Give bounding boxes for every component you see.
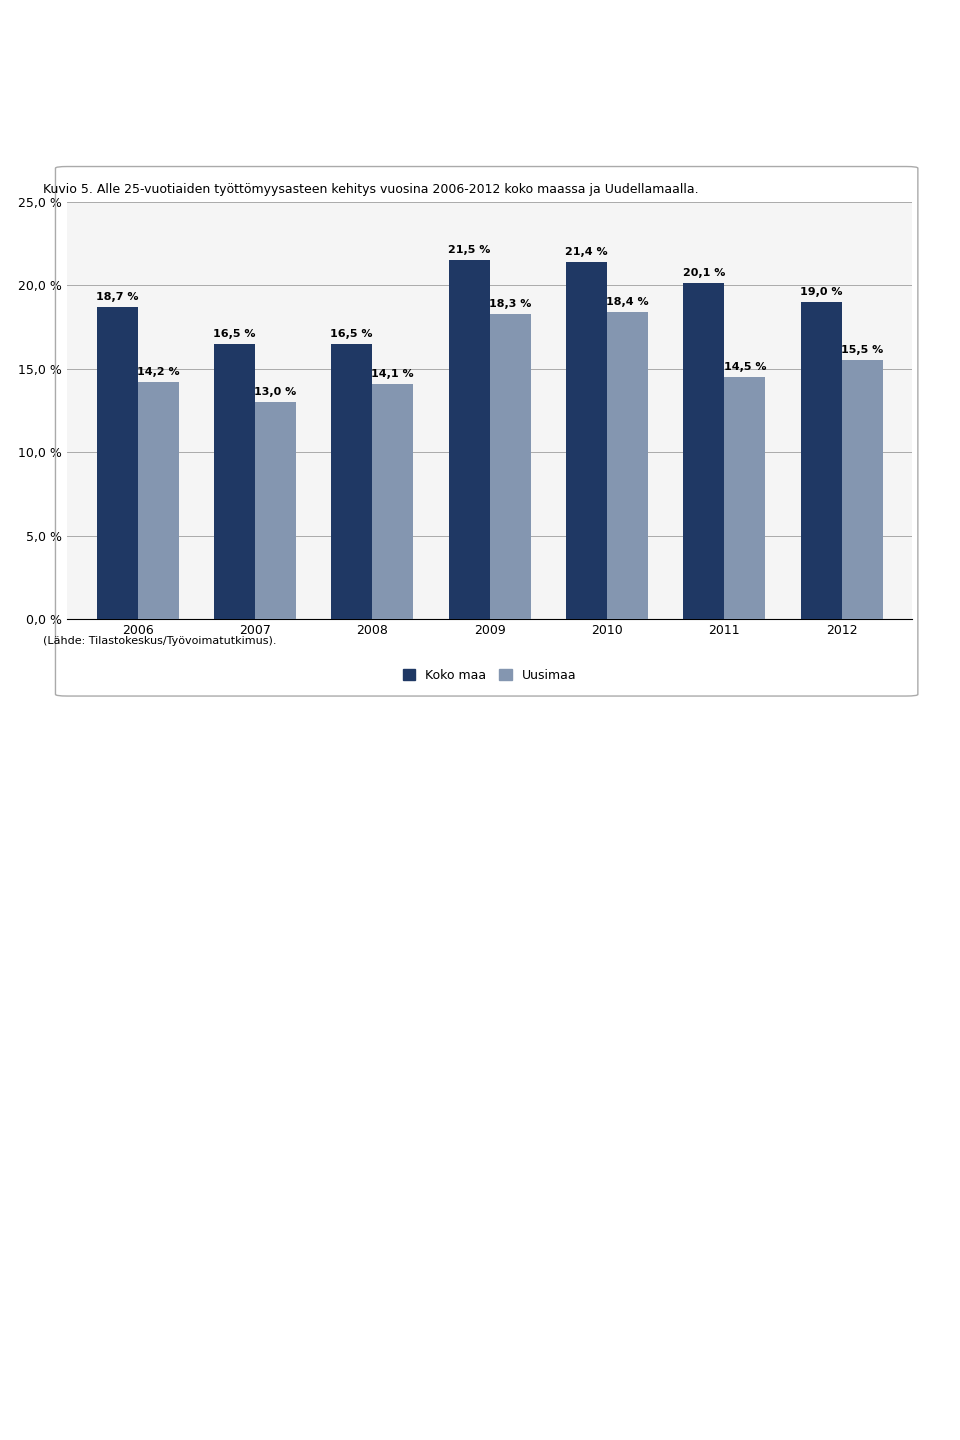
Bar: [137, 382, 179, 619]
Text: 14,1 %: 14,1 %: [372, 369, 414, 379]
Text: Kuvio 5. Alle 25-vuotiaiden työttömyysasteen kehitys vuosina 2006-2012 koko maas: Kuvio 5. Alle 25-vuotiaiden työttömyysas…: [43, 183, 699, 196]
Bar: [724, 377, 765, 619]
Bar: [372, 383, 414, 619]
Bar: [684, 284, 724, 619]
Text: 16,5 %: 16,5 %: [330, 328, 373, 338]
Text: 21,4 %: 21,4 %: [565, 246, 608, 256]
Bar: [214, 344, 255, 619]
Bar: [607, 312, 648, 619]
Text: (Lähde: Tilastokeskus/Työvoimatutkimus).: (Lähde: Tilastokeskus/Työvoimatutkimus).: [43, 636, 276, 647]
Text: 19,0 %: 19,0 %: [800, 287, 842, 297]
Legend: Koko maa, Uusimaa: Koko maa, Uusimaa: [396, 662, 583, 688]
Text: 21,5 %: 21,5 %: [448, 245, 491, 255]
Bar: [842, 360, 882, 619]
Bar: [331, 344, 372, 619]
Text: 20,1 %: 20,1 %: [683, 268, 725, 278]
Bar: [255, 402, 296, 619]
Bar: [565, 262, 607, 619]
Text: 16,5 %: 16,5 %: [213, 328, 255, 338]
Text: 18,3 %: 18,3 %: [489, 298, 531, 308]
Text: 13,0 %: 13,0 %: [254, 387, 297, 397]
Bar: [448, 261, 490, 619]
Text: 14,5 %: 14,5 %: [724, 361, 766, 372]
Bar: [801, 302, 842, 619]
Bar: [97, 307, 137, 619]
Bar: [490, 314, 531, 619]
Text: 18,4 %: 18,4 %: [606, 297, 649, 307]
Text: 18,7 %: 18,7 %: [96, 292, 138, 302]
Text: 15,5 %: 15,5 %: [841, 346, 883, 356]
Text: 14,2 %: 14,2 %: [137, 367, 180, 377]
